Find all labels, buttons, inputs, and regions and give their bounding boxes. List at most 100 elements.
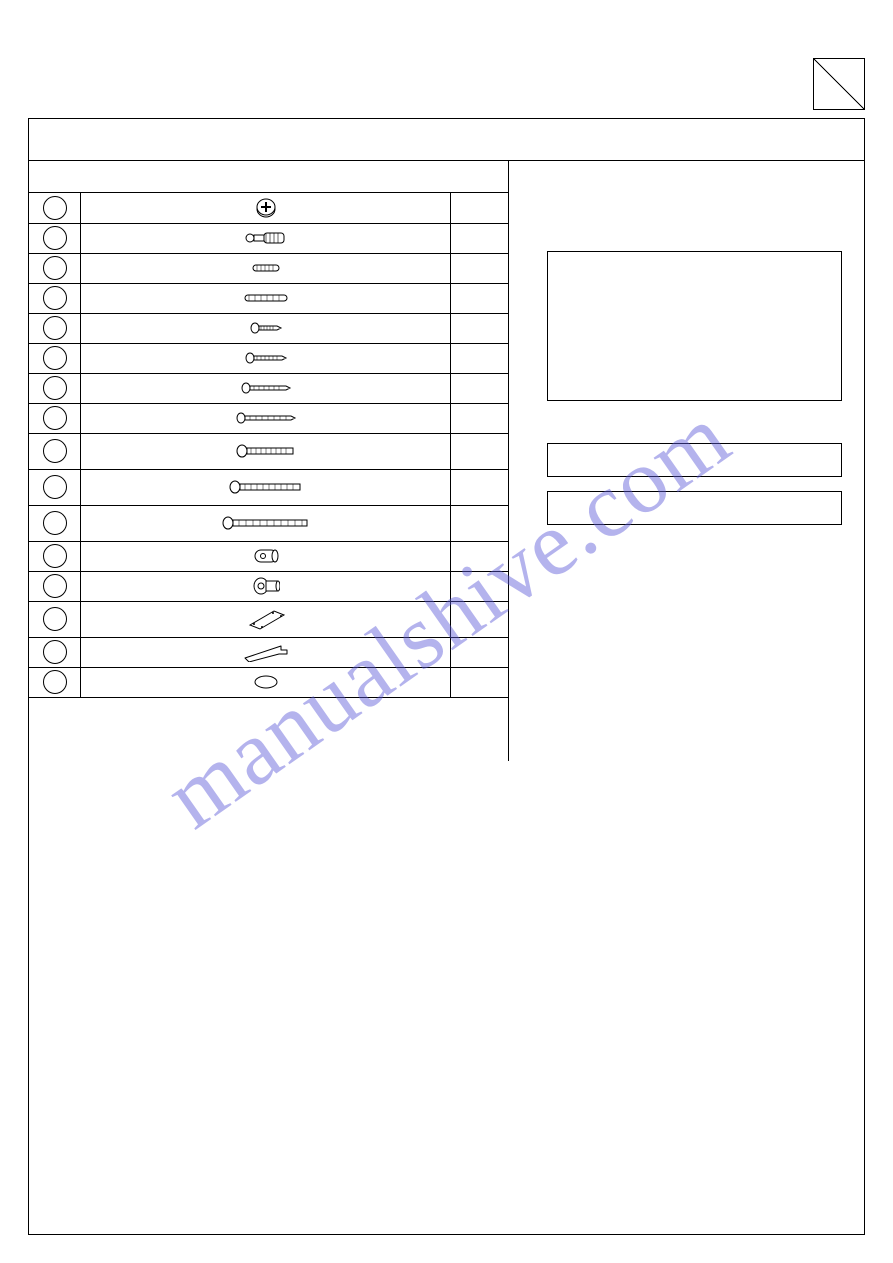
id-circle-icon xyxy=(43,286,67,310)
info-box-large xyxy=(547,251,842,401)
screw-28-icon xyxy=(244,352,288,364)
hardware-subheader xyxy=(29,161,508,193)
id-circle-icon xyxy=(43,346,67,370)
table-row xyxy=(29,505,508,541)
hardware-id-cell xyxy=(29,313,81,343)
title-strip xyxy=(29,119,864,161)
screw-34-icon xyxy=(240,382,292,394)
hardware-qty-cell xyxy=(450,571,508,601)
table-row xyxy=(29,541,508,571)
page-corner-slash-box xyxy=(813,58,865,110)
hardware-illustration-cell xyxy=(81,637,450,667)
insert-nut-icon xyxy=(252,576,280,596)
table-row xyxy=(29,571,508,601)
hardware-id-cell xyxy=(29,667,81,697)
hardware-illustration-cell xyxy=(81,193,450,223)
hardware-qty-cell xyxy=(450,433,508,469)
table-row xyxy=(29,223,508,253)
id-circle-icon xyxy=(43,475,67,499)
hardware-illustration-cell xyxy=(81,571,450,601)
hardware-table xyxy=(29,193,508,698)
table-row xyxy=(29,283,508,313)
hardware-illustration-cell xyxy=(81,343,450,373)
hardware-id-cell xyxy=(29,373,81,403)
hardware-qty-cell xyxy=(450,313,508,343)
bolt-66-icon xyxy=(221,516,311,530)
plate-icon xyxy=(244,605,288,633)
hardware-illustration-cell xyxy=(81,373,450,403)
hardware-illustration-cell xyxy=(81,403,450,433)
hardware-id-cell xyxy=(29,571,81,601)
table-row xyxy=(29,637,508,667)
id-circle-icon xyxy=(43,640,67,664)
hardware-qty-cell xyxy=(450,193,508,223)
hardware-illustration-cell xyxy=(81,433,450,469)
dowel-short-icon xyxy=(251,263,281,273)
hardware-illustration-cell xyxy=(81,223,450,253)
table-row xyxy=(29,403,508,433)
hardware-qty-cell xyxy=(450,283,508,313)
table-row xyxy=(29,601,508,637)
table-row xyxy=(29,343,508,373)
hardware-id-cell xyxy=(29,193,81,223)
hardware-id-cell xyxy=(29,253,81,283)
bolt-40-icon xyxy=(235,444,297,458)
hardware-qty-cell xyxy=(450,469,508,505)
info-box-small-2 xyxy=(547,491,842,525)
id-circle-icon xyxy=(43,511,67,535)
cap-oval-icon xyxy=(253,674,279,690)
hardware-qty-cell xyxy=(450,637,508,667)
table-row xyxy=(29,313,508,343)
hardware-id-cell xyxy=(29,505,81,541)
id-circle-icon xyxy=(43,316,67,340)
id-circle-icon xyxy=(43,607,67,631)
hardware-qty-cell xyxy=(450,373,508,403)
cam-lock-icon xyxy=(254,197,278,219)
hardware-qty-cell xyxy=(450,541,508,571)
table-row xyxy=(29,469,508,505)
hardware-id-cell xyxy=(29,637,81,667)
page-outer-frame xyxy=(28,118,865,1235)
hardware-illustration-cell xyxy=(81,283,450,313)
hardware-qty-cell xyxy=(450,505,508,541)
hardware-qty-cell xyxy=(450,667,508,697)
hardware-id-cell xyxy=(29,283,81,313)
hardware-illustration-cell xyxy=(81,667,450,697)
hardware-illustration-cell xyxy=(81,469,450,505)
allen-key-icon xyxy=(241,642,291,662)
hardware-qty-cell xyxy=(450,403,508,433)
table-row xyxy=(29,667,508,697)
hardware-qty-cell xyxy=(450,223,508,253)
table-row xyxy=(29,373,508,403)
dowel-long-icon xyxy=(243,293,289,303)
screw-20-icon xyxy=(249,322,283,334)
info-column xyxy=(509,161,864,761)
id-circle-icon xyxy=(43,196,67,220)
table-row xyxy=(29,433,508,469)
hardware-illustration-cell xyxy=(81,313,450,343)
id-circle-icon xyxy=(43,406,67,430)
hardware-qty-cell xyxy=(450,601,508,637)
id-circle-icon xyxy=(43,574,67,598)
id-circle-icon xyxy=(43,670,67,694)
hardware-id-cell xyxy=(29,541,81,571)
id-circle-icon xyxy=(43,256,67,280)
hardware-column xyxy=(29,161,509,761)
screw-42-icon xyxy=(235,412,297,424)
id-circle-icon xyxy=(43,544,67,568)
table-row xyxy=(29,193,508,223)
hardware-id-cell xyxy=(29,223,81,253)
table-row xyxy=(29,253,508,283)
hardware-id-cell xyxy=(29,343,81,373)
info-box-small-1 xyxy=(547,443,842,477)
hardware-qty-cell xyxy=(450,343,508,373)
hardware-illustration-cell xyxy=(81,505,450,541)
hardware-id-cell xyxy=(29,601,81,637)
bolt-52-icon xyxy=(228,480,304,494)
hardware-id-cell xyxy=(29,433,81,469)
barrel-nut-icon xyxy=(251,546,281,566)
id-circle-icon xyxy=(43,226,67,250)
hardware-id-cell xyxy=(29,403,81,433)
id-circle-icon xyxy=(43,376,67,400)
hardware-illustration-cell xyxy=(81,253,450,283)
